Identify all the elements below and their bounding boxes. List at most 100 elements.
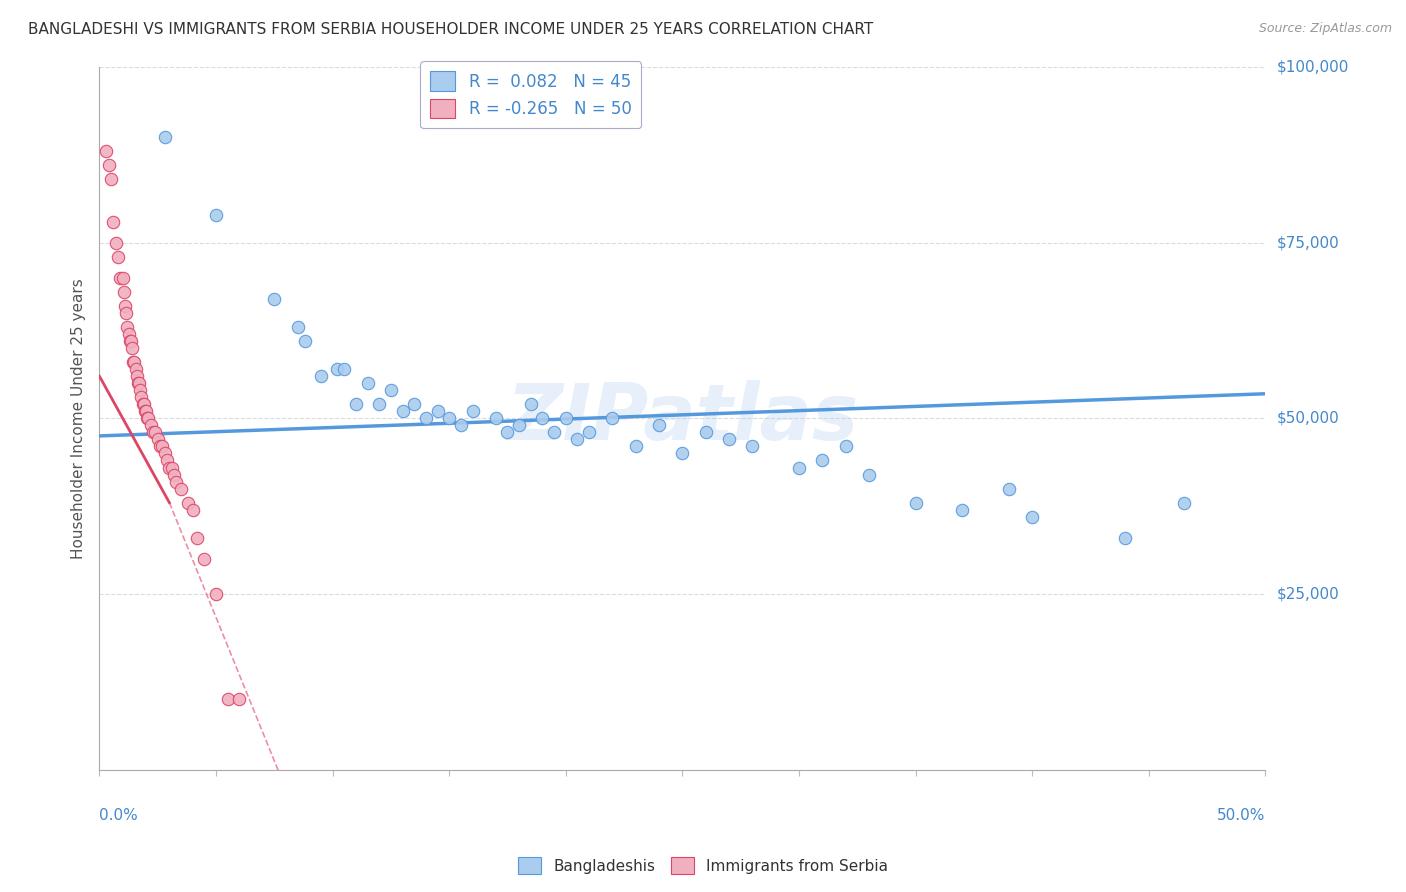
Point [450,418,472,433]
Point [114,299,136,313]
Point [145,425,167,440]
Point [107,250,129,264]
Point [134,404,156,418]
Point [160,460,183,475]
Text: $75,000: $75,000 [1277,235,1339,251]
Text: $50,000: $50,000 [1277,411,1339,425]
Point [152,439,174,453]
Point [165,475,187,489]
Legend: Bangladeshis, Immigrants from Serbia: Bangladeshis, Immigrants from Serbia [512,851,894,880]
Point [624,439,647,453]
Y-axis label: Householder Income Under 25 years: Householder Income Under 25 years [72,278,86,558]
Point [578,425,600,440]
Point [132,397,155,411]
Point [567,433,589,447]
Point [117,326,139,341]
Point [1114,531,1136,545]
Point [344,397,367,411]
Point [787,460,810,475]
Point [741,439,763,453]
Text: Source: ZipAtlas.com: Source: ZipAtlas.com [1258,22,1392,36]
Point [602,411,624,425]
Point [177,496,200,510]
Point [170,482,193,496]
Point [97,158,120,172]
Point [554,411,576,425]
Point [356,376,378,391]
Point [648,418,671,433]
Point [404,397,426,411]
Point [153,446,176,460]
Point [1173,496,1195,510]
Text: ZIPatlas: ZIPatlas [506,380,859,457]
Point [193,552,215,566]
Point [135,404,157,418]
Point [695,425,717,440]
Point [128,376,150,391]
Point [117,320,139,334]
Text: BANGLADESHI VS IMMIGRANTS FROM SERBIA HOUSEHOLDER INCOME UNDER 25 YEARS CORRELAT: BANGLADESHI VS IMMIGRANTS FROM SERBIA HO… [28,22,873,37]
Point [111,270,134,285]
Text: 0.0%: 0.0% [100,808,138,823]
Point [858,467,880,482]
Point [103,214,125,228]
Point [153,130,176,145]
Point [228,692,250,706]
Point [437,411,460,425]
Point [294,334,316,348]
Point [110,270,132,285]
Point [380,383,402,397]
Point [531,411,554,425]
Point [131,390,153,404]
Point [96,145,118,159]
Point [508,418,530,433]
Point [950,502,973,516]
Point [122,355,145,369]
Point [118,334,141,348]
Point [718,433,741,447]
Point [998,482,1021,496]
Point [124,362,146,376]
Point [129,383,152,397]
Point [415,411,437,425]
Point [496,425,519,440]
Point [543,425,565,440]
Point [112,285,135,299]
Point [157,460,180,475]
Point [115,306,138,320]
Point [127,376,149,391]
Point [671,446,693,460]
Point [138,411,160,425]
Point [149,439,172,453]
Text: $25,000: $25,000 [1277,586,1339,601]
Point [100,172,122,186]
Point [125,369,148,384]
Point [121,341,143,355]
Point [834,439,856,453]
Point [333,362,356,376]
Point [426,404,449,418]
Text: 50.0%: 50.0% [1218,808,1265,823]
Point [309,369,332,384]
Point [120,334,142,348]
Point [146,433,169,447]
Point [904,496,927,510]
Point [181,502,204,516]
Point [326,362,349,376]
Legend: R =  0.082   N = 45, R = -0.265   N = 50: R = 0.082 N = 45, R = -0.265 N = 50 [420,62,641,128]
Point [156,453,179,467]
Point [205,587,228,601]
Point [461,404,484,418]
Point [104,235,127,250]
Point [287,320,309,334]
Point [163,467,186,482]
Point [205,208,228,222]
Point [520,397,543,411]
Point [136,411,159,425]
Point [391,404,413,418]
Point [124,355,146,369]
Point [131,397,153,411]
Point [217,692,239,706]
Point [263,292,285,306]
Point [142,425,165,440]
